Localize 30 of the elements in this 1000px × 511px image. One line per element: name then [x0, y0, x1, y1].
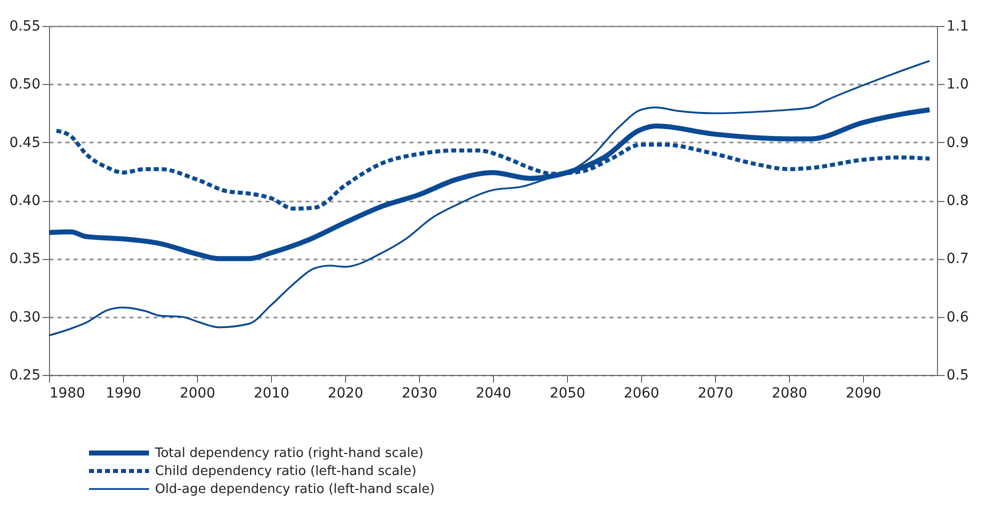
- x-tick-label: 2090: [846, 386, 882, 402]
- y-tick-label: 0.25: [9, 368, 40, 384]
- legend-label: Total dependency ratio (right-hand scale): [154, 446, 424, 461]
- x-tick-label: 2070: [698, 386, 734, 402]
- y-tick-label: 0.30: [9, 309, 40, 326]
- legend-label: Child dependency ratio (left-hand scale): [155, 464, 416, 479]
- y2-tick-label: 1.1: [946, 18, 969, 34]
- x-tick-label: 1980: [50, 386, 86, 402]
- y-tick-label: 0.55: [9, 18, 40, 34]
- x-tick-label: 2020: [328, 386, 364, 402]
- y-tick-label: 0.40: [9, 193, 40, 209]
- y2-tick-label: 0.9: [946, 134, 969, 151]
- y-tick-label: 0.35: [9, 251, 40, 268]
- y2-tick-label: 1.0: [946, 76, 969, 93]
- x-tick-label: 2000: [180, 386, 216, 402]
- x-tick-label: 2050: [550, 386, 586, 402]
- x-tick-label: 2030: [402, 386, 438, 402]
- x-tick-label: 1990: [106, 386, 142, 402]
- line-series: [48, 60, 930, 336]
- x-tick-label: 2060: [624, 386, 660, 402]
- x-tick-label: 2080: [772, 386, 808, 402]
- x-tick-label: 2040: [476, 386, 512, 402]
- x-tick-label: 2010: [254, 386, 290, 402]
- y-tick-label: 0.45: [9, 134, 40, 151]
- y-tick-label: 0.50: [9, 76, 40, 93]
- y2-tick-label: 0.7: [946, 251, 969, 268]
- y2-tick-label: 0.6: [946, 309, 969, 326]
- y2-tick-label: 0.5: [946, 368, 969, 384]
- y2-tick-label: 0.8: [946, 193, 969, 209]
- legend-label: Old-age dependency ratio (left-hand scale): [155, 482, 435, 497]
